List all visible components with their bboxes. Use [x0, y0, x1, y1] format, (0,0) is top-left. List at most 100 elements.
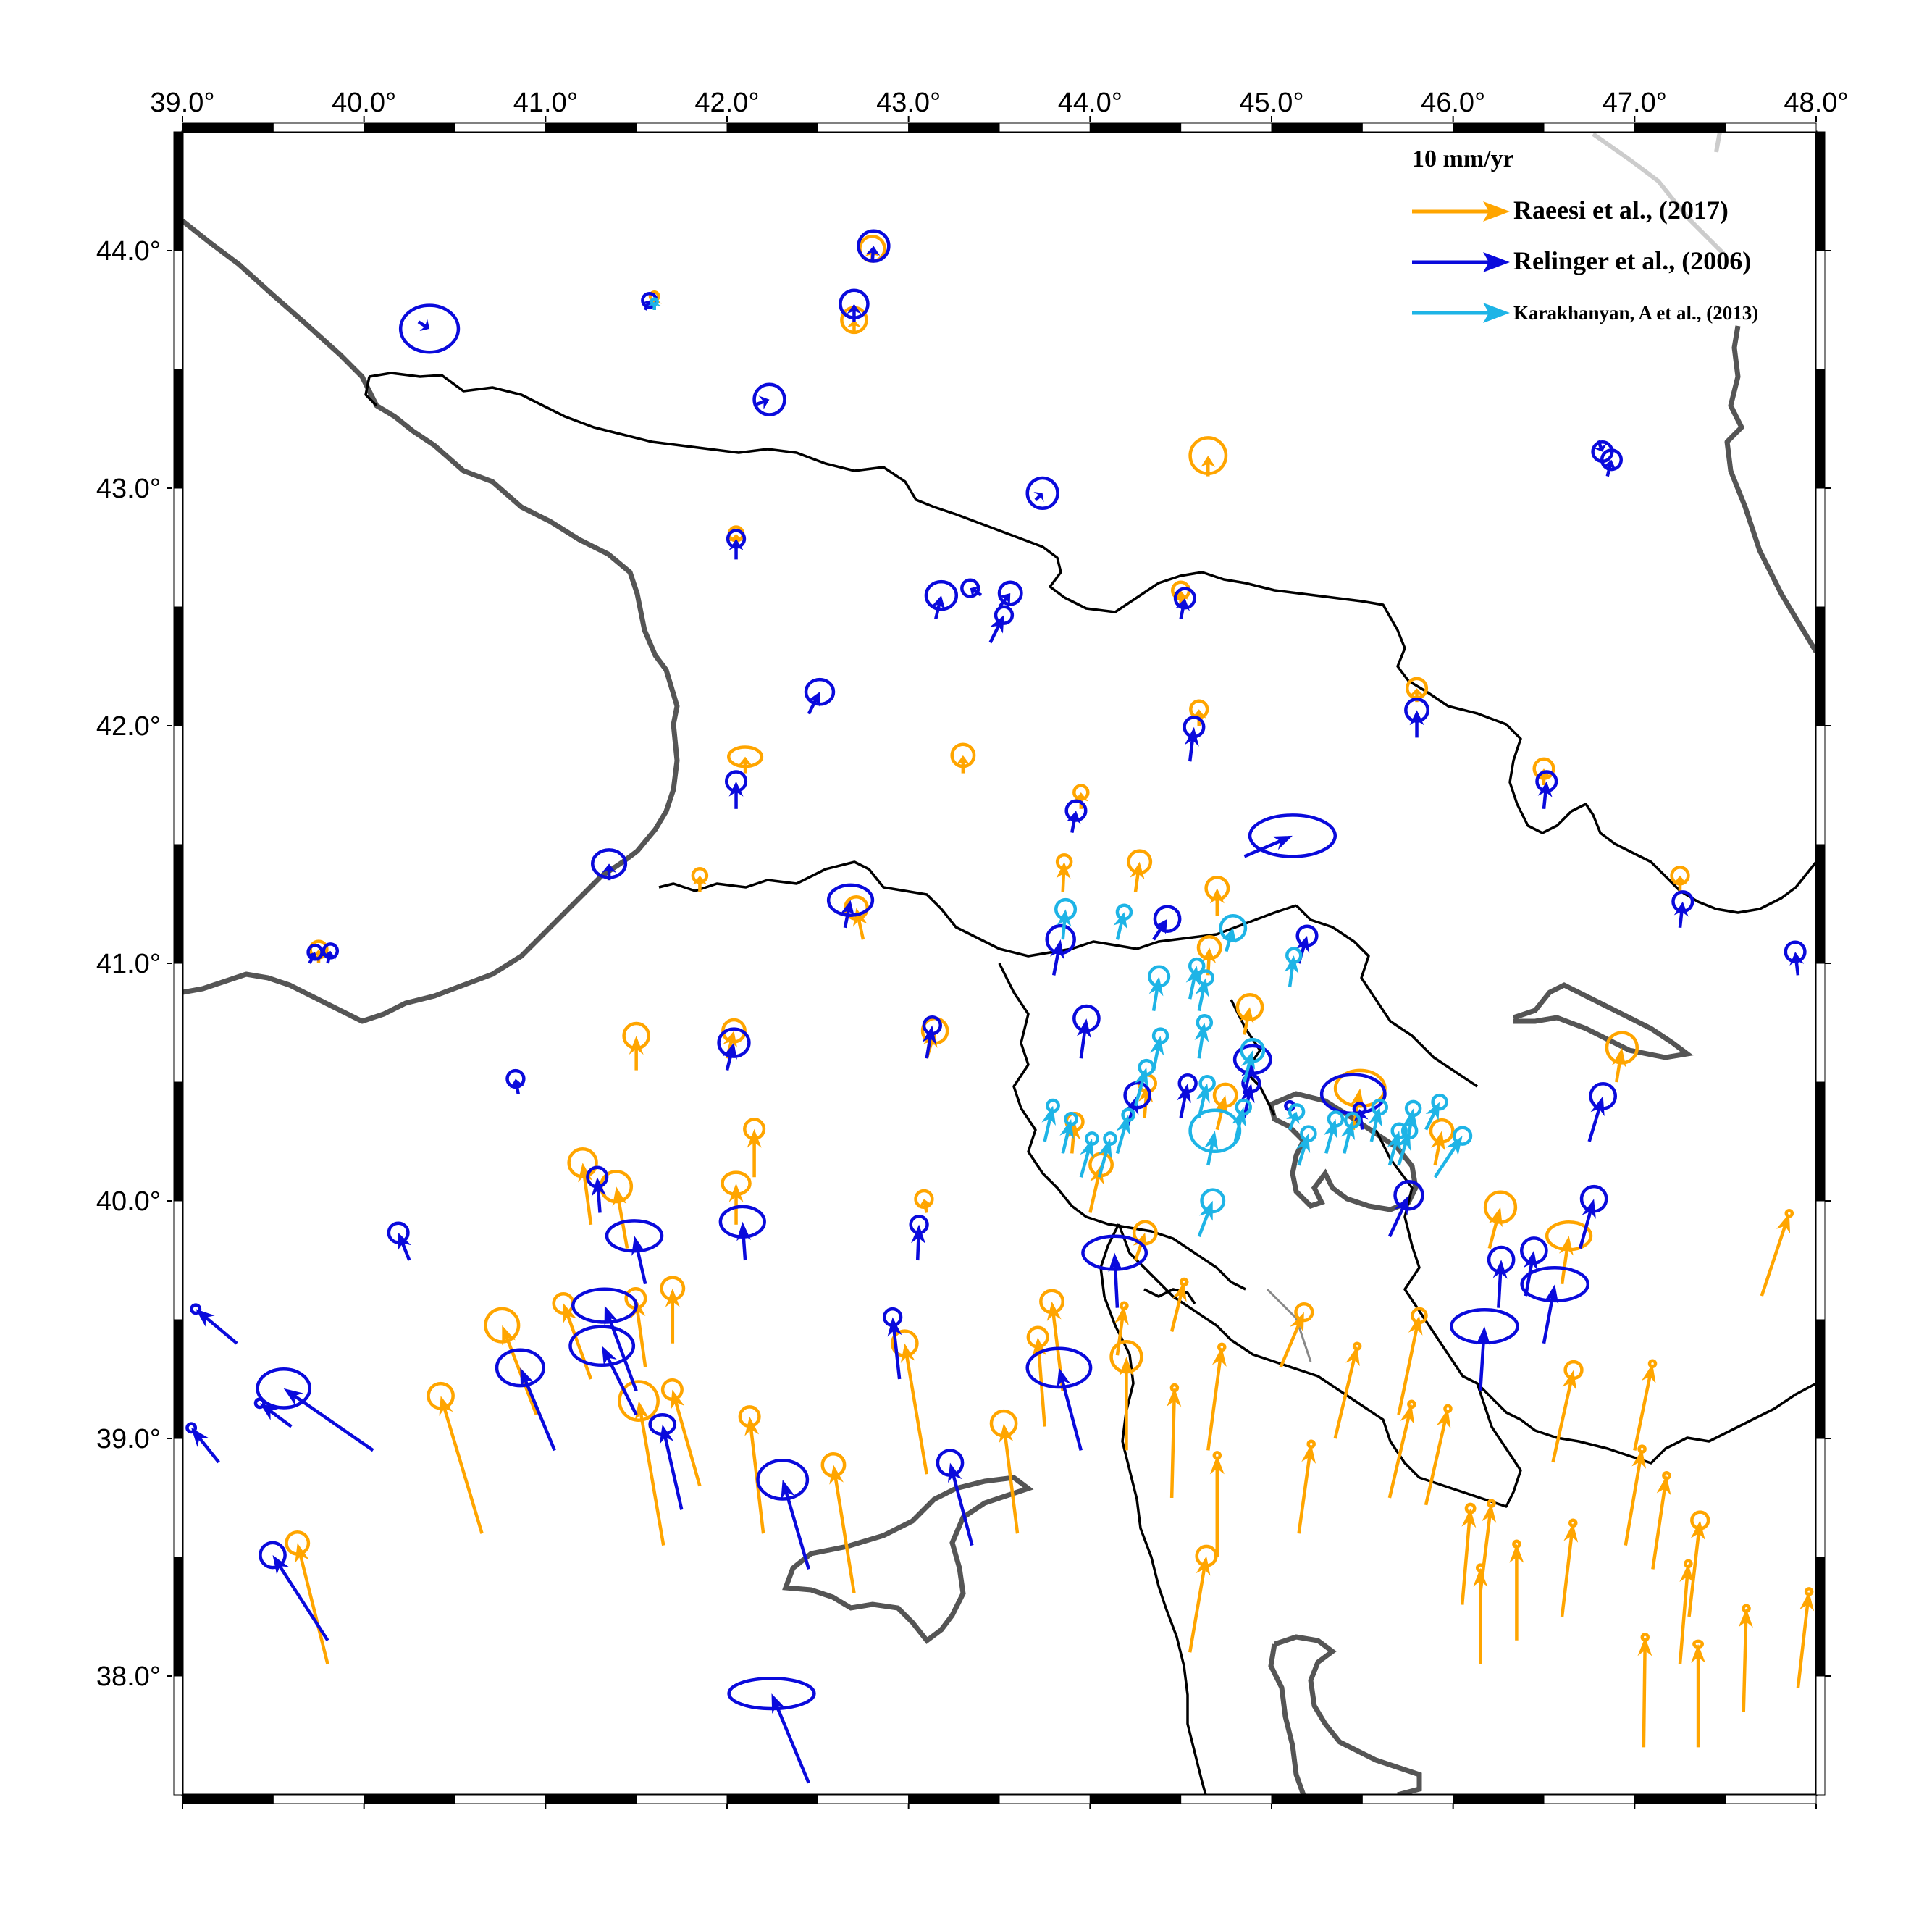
velocity-arrowhead — [1461, 1508, 1477, 1528]
error-ellipse — [1204, 875, 1230, 901]
velocity-arrowhead — [955, 755, 970, 766]
error-ellipse — [1039, 1289, 1064, 1315]
velocity-arrowhead — [887, 1317, 902, 1337]
frame-bar-left — [173, 369, 183, 489]
error-ellipse — [1196, 934, 1222, 960]
frame-bar-right — [1815, 963, 1826, 1083]
error-ellipse — [718, 1205, 766, 1239]
frame-bar-bottom — [908, 1794, 1000, 1804]
error-ellipse — [1064, 1112, 1078, 1126]
velocity-arrowhead — [1593, 443, 1608, 452]
velocity-arrowhead — [1409, 688, 1424, 696]
legend-scale-label: 10 mm/yr — [1412, 146, 1514, 172]
frame-bar-bottom — [636, 1794, 728, 1804]
frame-bar-right — [1815, 1675, 1826, 1796]
velocity-arrow — [417, 320, 427, 328]
error-ellipse — [1404, 1099, 1422, 1118]
error-ellipse — [1148, 965, 1171, 988]
velocity-arrow — [1279, 1322, 1301, 1368]
velocity-arrowhead — [999, 593, 1011, 606]
error-ellipse — [650, 297, 659, 306]
top-tick-label: 45.0° — [1239, 88, 1303, 118]
velocity-arrowhead — [1232, 1107, 1246, 1128]
velocity-arrow — [1206, 1142, 1214, 1166]
velocity-arrowhead — [738, 756, 753, 766]
velocity-arrowhead — [670, 1389, 685, 1410]
velocity-arrow — [1060, 1378, 1083, 1451]
velocity-arrow — [1225, 935, 1232, 952]
velocity-arrowhead — [1641, 1363, 1656, 1384]
error-ellipse — [1431, 1093, 1448, 1111]
frame-bar-bottom — [1089, 1794, 1182, 1804]
velocity-arrow — [1051, 950, 1060, 976]
error-ellipse — [1443, 1404, 1453, 1414]
velocity-arrowhead — [1656, 1475, 1671, 1496]
error-ellipse — [1025, 476, 1059, 511]
velocity-arrow — [1043, 1116, 1052, 1142]
velocity-arrow — [673, 1399, 702, 1487]
error-ellipse — [924, 579, 959, 611]
velocity-arrowhead — [1185, 966, 1201, 986]
velocity-arrowhead — [1033, 492, 1044, 503]
velocity-arrow — [1524, 1261, 1534, 1297]
velocity-arrow — [1760, 1223, 1788, 1297]
error-ellipse — [1640, 1633, 1650, 1642]
velocity-arrow — [1169, 1399, 1176, 1499]
frame-bar-right — [1815, 1438, 1826, 1558]
frame-bar-left — [173, 1675, 183, 1796]
error-ellipse — [724, 770, 748, 793]
frame-bar-right — [1815, 1200, 1826, 1320]
error-ellipse — [1200, 1188, 1226, 1214]
velocity-arrowhead — [931, 595, 946, 611]
velocity-arrow — [1358, 1115, 1364, 1130]
velocity-arrowhead — [1408, 1315, 1423, 1336]
velocity-arrowhead — [1056, 861, 1071, 879]
velocity-arrow — [1479, 1337, 1486, 1391]
velocity-arrow — [203, 1315, 238, 1345]
error-ellipse — [1045, 923, 1076, 955]
error-ellipse — [804, 677, 836, 706]
error-ellipse — [1637, 1444, 1647, 1454]
error-ellipse — [1670, 866, 1690, 886]
velocity-arrow — [1097, 1149, 1109, 1178]
velocity-arrowhead — [1108, 1252, 1123, 1273]
error-ellipse — [1196, 1014, 1214, 1031]
error-ellipse — [256, 1367, 312, 1410]
error-ellipse — [1169, 1383, 1180, 1393]
error-ellipse — [1188, 1108, 1242, 1154]
velocity-arrowhead — [771, 1693, 786, 1714]
error-ellipse — [1742, 1604, 1751, 1613]
left-tick-label: 42.0° — [96, 711, 161, 742]
error-ellipse — [1103, 1131, 1117, 1146]
error-ellipse — [1235, 993, 1264, 1021]
error-ellipse — [1120, 1301, 1129, 1311]
error-ellipse — [306, 944, 324, 961]
velocity-arrowhead — [1476, 1326, 1491, 1346]
error-ellipse — [1371, 1098, 1389, 1116]
error-ellipse — [1352, 1341, 1362, 1351]
frame-bar-top — [454, 122, 546, 133]
error-ellipse — [1072, 784, 1090, 801]
velocity-arrow — [1578, 1209, 1593, 1249]
velocity-arrowhead — [1201, 456, 1216, 467]
velocity-arrow — [1497, 1270, 1503, 1308]
velocity-arrow — [635, 1309, 647, 1367]
error-ellipse — [1081, 1234, 1148, 1271]
error-ellipse — [1197, 969, 1214, 987]
velocity-arrow — [1061, 1129, 1070, 1154]
frame-bar-bottom — [454, 1794, 546, 1804]
error-ellipse — [1532, 757, 1555, 780]
error-ellipse — [1188, 436, 1228, 476]
velocity-arrow — [1397, 1141, 1408, 1166]
error-ellipse — [1285, 947, 1303, 964]
frame-bar-right — [1815, 487, 1826, 608]
error-ellipse — [567, 1147, 598, 1178]
error-ellipse — [1390, 1122, 1408, 1140]
border-georgia-turkey-armenia — [658, 860, 1297, 958]
error-ellipse — [1026, 1325, 1049, 1349]
top-tick-label: 41.0° — [513, 88, 578, 118]
error-ellipse — [648, 1413, 677, 1436]
legend-label-karakhanyan: Karakhanyan, A et al., (2013) — [1513, 302, 1758, 324]
frame-bar-left — [173, 963, 183, 1083]
velocity-arrow — [1133, 1077, 1146, 1107]
